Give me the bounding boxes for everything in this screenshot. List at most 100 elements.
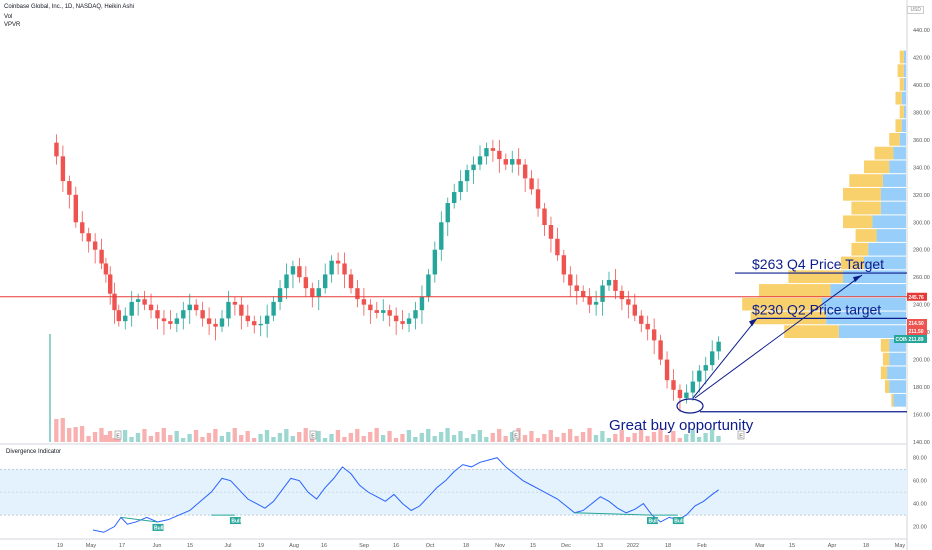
candle-body (413, 310, 418, 319)
volume-bar (684, 434, 689, 442)
volume-profile-buy-bar (897, 64, 904, 78)
volume-profile-buy-bar (889, 133, 900, 146)
volume-profile-sell-bar (893, 393, 906, 407)
time-tick-label: Feb (697, 543, 706, 549)
time-tick-label: Oct (426, 543, 435, 549)
time-tick-label: 15 (530, 543, 536, 549)
currency-label[interactable]: USD (907, 6, 924, 14)
price-tag-bg (894, 335, 907, 343)
volume-bar (522, 435, 528, 442)
candle-body (542, 208, 547, 226)
candle-body (239, 304, 244, 316)
time-tick-label: 18 (863, 543, 869, 549)
volume-bar (690, 430, 695, 442)
volume-bar (651, 432, 657, 442)
price-tag-text: 211.50 (909, 329, 924, 335)
candle-body (290, 266, 296, 275)
volume-bar (174, 431, 179, 442)
candle-body (323, 274, 328, 289)
q4-target-annotation: $263 Q4 Price Target (752, 256, 884, 272)
volume-bar (142, 429, 147, 442)
candle-body (645, 323, 650, 330)
price-tag-text: 211.89 (909, 337, 924, 343)
time-tick-label: Jun (153, 543, 162, 549)
time-tick-label: Mar (755, 543, 765, 549)
candle-body (310, 288, 315, 297)
candle-body (348, 274, 354, 289)
volume-profile-buy-bar (851, 242, 869, 256)
volume-bar (548, 430, 553, 442)
volume-bar (67, 428, 72, 442)
volume-profile-sell-bar (903, 64, 906, 78)
candle-body (92, 241, 98, 250)
volume-spike-bar (49, 334, 51, 442)
candle-body (161, 318, 167, 322)
volume-bar (484, 437, 489, 442)
volume-bar (458, 431, 463, 442)
volume-bar (258, 434, 263, 442)
volume-profile-buy-bar (843, 187, 881, 201)
candle-body (439, 222, 444, 250)
candle-body (477, 156, 483, 165)
candle-body (67, 181, 72, 195)
candle-body (381, 310, 386, 313)
volume-bar (161, 428, 166, 442)
volume-bar (206, 433, 212, 442)
candle-body (116, 310, 121, 322)
candle-body (452, 192, 457, 204)
candle-body (387, 310, 392, 316)
time-tick-label: 2022 (627, 543, 639, 549)
volume-bar (503, 436, 508, 442)
indicator-vol-label[interactable]: Vol (4, 14, 13, 20)
volume-bar (658, 428, 663, 442)
volume-profile-sell-bar (843, 270, 906, 284)
volume-bar (406, 430, 412, 442)
volume-profile-buy-bar (899, 78, 904, 91)
volume-profile-sell-bar (887, 366, 906, 380)
time-tick-label: May (86, 543, 97, 549)
divergence-tick-label: 20.00 (913, 525, 927, 531)
price-tag-bg (907, 327, 927, 335)
volume-bar (709, 429, 715, 442)
volume-bar (251, 438, 257, 442)
candle-body (342, 263, 347, 275)
price-tick-label: 440.00 (913, 28, 930, 34)
event-marker-label: E (739, 434, 743, 440)
price-tick-label: 160.00 (913, 413, 930, 419)
chart-title: Coinbase Global, Inc., 1D, NASDAQ, Heiki… (4, 4, 135, 10)
bull-label-text: Bull (649, 519, 659, 525)
time-tick-label: 19 (258, 543, 264, 549)
price-tag-bg (907, 319, 927, 327)
volume-bar (213, 429, 218, 442)
volume-bar (193, 430, 199, 442)
volume-bar (600, 431, 605, 442)
price-tick-label: 300.00 (913, 220, 930, 226)
time-tick-label: 16 (393, 543, 399, 549)
candle-body (510, 159, 515, 165)
candle-body (129, 301, 134, 316)
arrowhead-q2 (749, 318, 757, 327)
candle-body (355, 288, 360, 300)
volume-profile-sell-bar (903, 105, 906, 119)
candle-body (168, 321, 173, 324)
volume-bar (322, 438, 328, 442)
volume-bar (664, 435, 670, 442)
volume-bar (355, 429, 360, 442)
volume-bar (148, 436, 154, 442)
volume-profile-sell-bar (889, 352, 906, 366)
volume-bar (671, 431, 676, 442)
volume-bar (368, 432, 373, 442)
candle-body (651, 329, 657, 341)
time-tick-label: Nov (495, 543, 505, 549)
candle-body (200, 310, 205, 319)
volume-bar (342, 437, 347, 442)
volume-bar (587, 428, 592, 442)
candle-body (497, 150, 502, 160)
indicator-vpvr-label[interactable]: VPVR (4, 22, 21, 28)
candle-body (445, 203, 450, 223)
candle-body (174, 318, 180, 324)
volume-bar (632, 433, 637, 442)
volume-bar (361, 436, 366, 442)
